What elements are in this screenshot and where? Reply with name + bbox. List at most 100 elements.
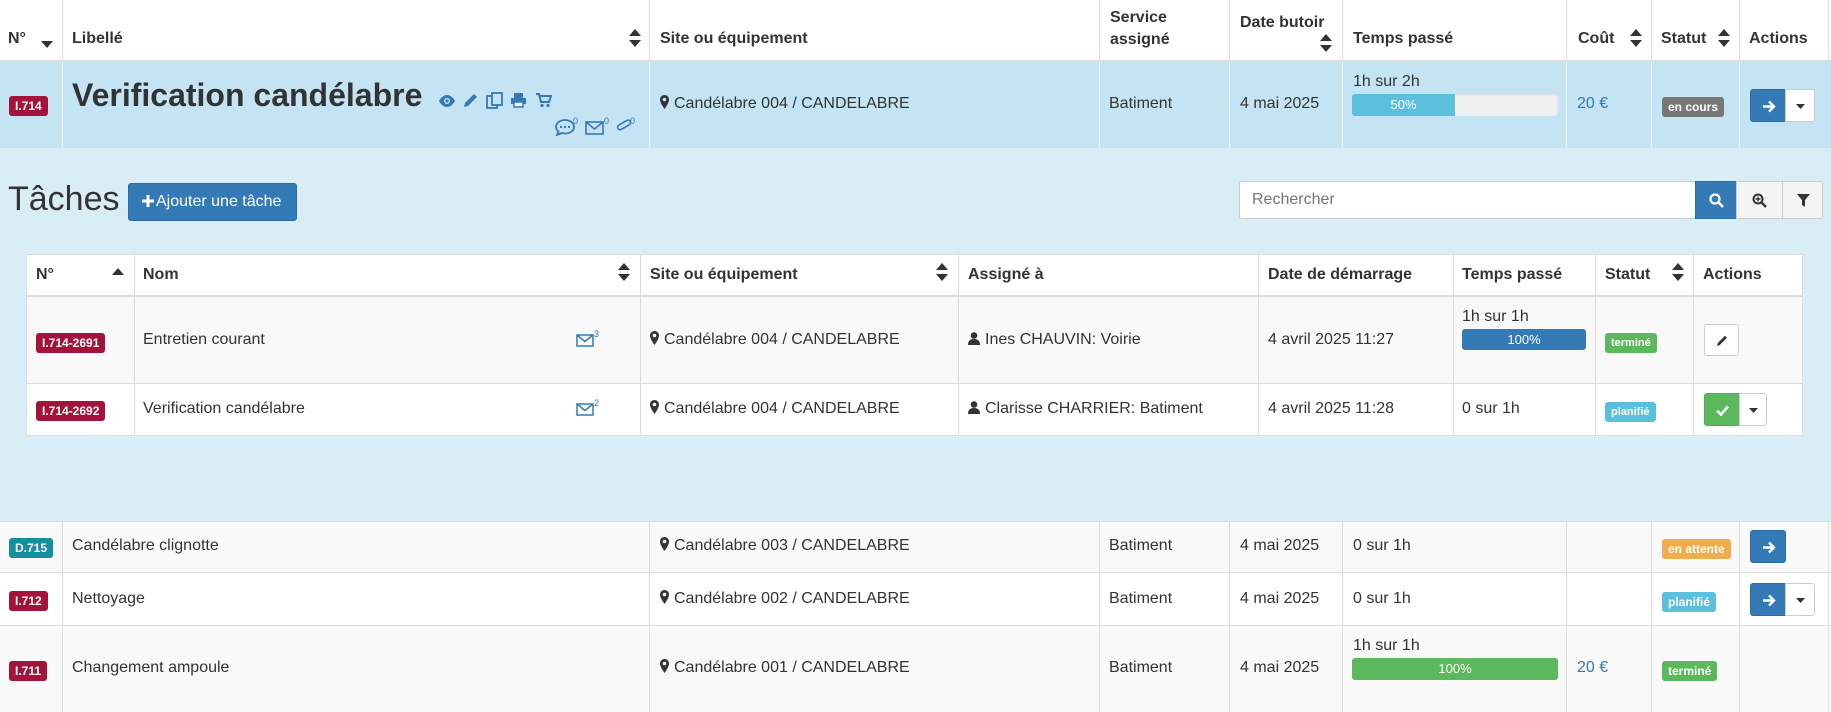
eye-icon[interactable]: [438, 94, 456, 113]
intervention-title[interactable]: Changement ampoule: [72, 659, 230, 676]
task-id-badge[interactable]: I.714-2692: [36, 401, 106, 421]
arrow-right-icon: [1763, 541, 1776, 554]
task-header-statut[interactable]: Statut: [1605, 266, 1651, 283]
intervention-id-badge[interactable]: I.714: [9, 96, 48, 116]
open-button[interactable]: [1750, 89, 1786, 122]
add-task-label: Ajouter une tâche: [156, 193, 282, 210]
task-time-text: 0 sur 1h: [1462, 400, 1520, 417]
task-header-actions: Actions: [1703, 266, 1762, 283]
header-site: Site ou équipement: [660, 30, 808, 47]
comments-count: 0: [573, 116, 579, 126]
task-id-badge[interactable]: I.714-2691: [36, 333, 106, 353]
task-row[interactable]: [27, 384, 1802, 435]
intervention-id-badge[interactable]: I.711: [9, 661, 48, 681]
sort-icon[interactable]: [1717, 28, 1731, 48]
site-cell[interactable]: Candélabre 003 / CANDELABRE: [660, 537, 910, 555]
date-text: 4 mai 2025: [1240, 659, 1320, 676]
header-num[interactable]: N°: [8, 30, 26, 47]
arrow-right-icon: [1763, 594, 1776, 607]
tasks-title: Tâches: [8, 180, 120, 218]
dropdown-toggle[interactable]: [1785, 89, 1815, 122]
site-text: Candélabre 001 / CANDELABRE: [674, 659, 910, 676]
intervention-title[interactable]: Candélabre clignotte: [72, 537, 219, 554]
time-text: 0 sur 1h: [1353, 590, 1411, 607]
task-header-num[interactable]: N°: [36, 266, 54, 283]
map-marker-icon: [660, 659, 669, 673]
sort-icon[interactable]: [1629, 28, 1643, 48]
task-time-text: 1h sur 1h: [1462, 308, 1529, 325]
header-service-line2: assigné: [1110, 31, 1170, 48]
table-row[interactable]: [0, 573, 1831, 626]
task-name[interactable]: Entretien courant: [143, 331, 265, 348]
task-header-site[interactable]: Site ou équipement: [650, 266, 798, 283]
time-text: 0 sur 1h: [1353, 537, 1411, 554]
advanced-search-button[interactable]: [1736, 181, 1783, 219]
task-site[interactable]: Candélabre 004 / CANDELABRE: [650, 331, 900, 349]
open-button[interactable]: [1750, 583, 1786, 616]
sort-asc-icon[interactable]: [112, 263, 124, 281]
mail-icon[interactable]: [576, 334, 594, 352]
paperclip-icon[interactable]: [616, 118, 632, 141]
table-row[interactable]: [0, 521, 1831, 573]
cart-icon[interactable]: [535, 92, 553, 113]
site-text: Candélabre 003 / CANDELABRE: [674, 537, 910, 554]
header-libelle[interactable]: Libellé: [72, 30, 123, 47]
user-icon: [968, 401, 980, 414]
task-header-nom[interactable]: Nom: [143, 266, 179, 283]
task-site[interactable]: Candélabre 004 / CANDELABRE: [650, 400, 900, 418]
intervention-title[interactable]: Nettoyage: [72, 590, 145, 607]
search-button[interactable]: [1695, 181, 1737, 219]
map-marker-icon: [650, 400, 659, 414]
dropdown-toggle[interactable]: [1785, 583, 1815, 616]
task-assignee: Clarisse CHARRIER: Batiment: [968, 400, 1203, 418]
task-assignee-text: Ines CHAUVIN: Voirie: [985, 331, 1141, 348]
service-text: Batiment: [1109, 537, 1173, 554]
task-name[interactable]: Verification candélabre: [143, 400, 305, 417]
intervention-id-badge[interactable]: D.715: [9, 538, 54, 558]
print-icon[interactable]: [510, 92, 527, 113]
task-header-date: Date de démarrage: [1268, 266, 1413, 283]
header-date-butoir[interactable]: Date butoir: [1240, 14, 1325, 31]
task-assignee: Ines CHAUVIN: Voirie: [968, 331, 1141, 349]
status-badge: terminé: [1605, 333, 1657, 353]
add-task-button[interactable]: Ajouter une tâche: [128, 183, 297, 221]
sort-icon[interactable]: [617, 262, 631, 282]
mail-icon[interactable]: [576, 403, 594, 421]
sort-icon[interactable]: [628, 28, 642, 48]
dropdown-toggle[interactable]: [1739, 393, 1767, 426]
filter-button[interactable]: [1782, 181, 1823, 219]
progress-bar: 100%: [1352, 658, 1558, 680]
header-cout[interactable]: Coût: [1578, 30, 1615, 47]
progress-bar: 50%: [1352, 94, 1558, 116]
comments-icon[interactable]: [555, 119, 575, 141]
caret-down-icon: [1796, 598, 1805, 603]
validate-task-button[interactable]: [1704, 393, 1740, 426]
header-statut[interactable]: Statut: [1661, 30, 1707, 47]
status-badge: en cours: [1662, 97, 1725, 117]
pencil-icon[interactable]: [463, 92, 478, 113]
sort-icon[interactable]: [935, 262, 949, 282]
site-cell[interactable]: Candélabre 002 / CANDELABRE: [660, 590, 910, 608]
user-icon: [968, 332, 980, 345]
sort-icon[interactable]: [1671, 262, 1685, 282]
service-text: Batiment: [1109, 590, 1173, 607]
task-mail-count: 3: [594, 329, 600, 339]
attachments-count: 0: [630, 116, 636, 126]
date-text: 4 mai 2025: [1240, 537, 1320, 554]
cost-text: 20 €: [1577, 659, 1609, 676]
intervention-id-badge[interactable]: I.712: [9, 591, 48, 611]
edit-task-button[interactable]: [1704, 324, 1739, 356]
sort-icon[interactable]: [1319, 33, 1333, 53]
search-icon: [1709, 193, 1724, 208]
sort-desc-icon[interactable]: [41, 36, 53, 54]
copy-icon[interactable]: [486, 92, 503, 114]
progress-fill: 100%: [1352, 658, 1558, 680]
search-input[interactable]: [1239, 181, 1696, 219]
task-site-text: Candélabre 004 / CANDELABRE: [664, 331, 900, 348]
mail-icon[interactable]: [585, 121, 604, 140]
task-header-temps: Temps passé: [1462, 266, 1563, 283]
site-cell[interactable]: Candélabre 004 / CANDELABRE: [660, 95, 910, 113]
site-cell[interactable]: Candélabre 001 / CANDELABRE: [660, 659, 910, 677]
open-button[interactable]: [1750, 530, 1786, 563]
header-actions: Actions: [1749, 30, 1808, 47]
